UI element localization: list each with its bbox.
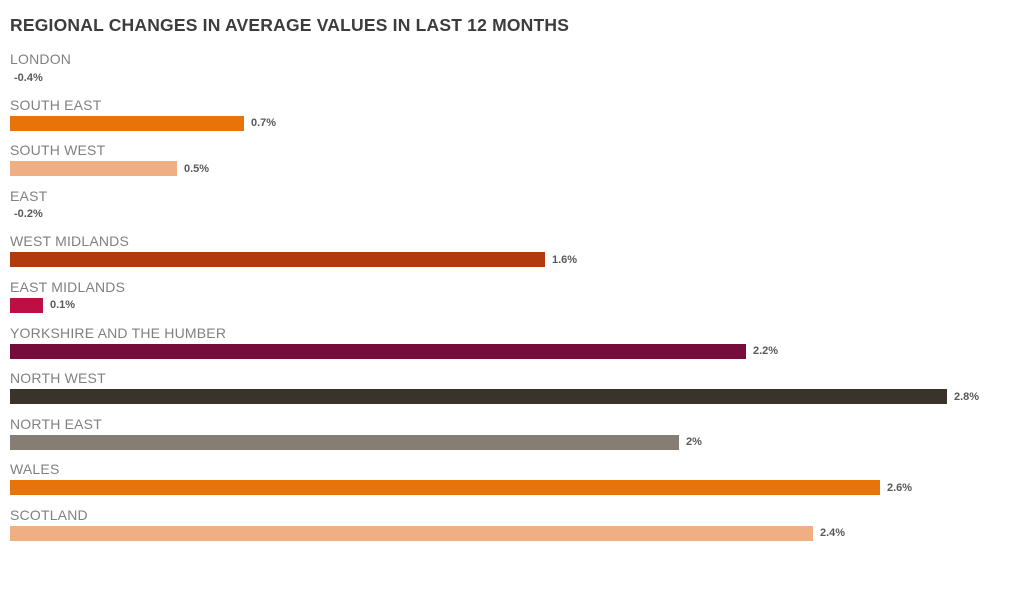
chart-row: NORTH EAST 2% bbox=[10, 416, 1024, 462]
bar-line: -0.4% bbox=[10, 70, 1024, 85]
chart-row: YORKSHIRE AND THE HUMBER 2.2% bbox=[10, 325, 1024, 371]
chart-row: SOUTH EAST 0.7% bbox=[10, 97, 1024, 143]
value-bar bbox=[10, 252, 545, 268]
value-label: 2.4% bbox=[820, 527, 846, 540]
chart-row: EAST -0.2% bbox=[10, 188, 1024, 234]
value-label: 2.8% bbox=[954, 390, 980, 403]
bar-line: 2% bbox=[10, 434, 1024, 450]
region-label: SOUTH EAST bbox=[10, 96, 102, 113]
chart-row: WEST MIDLANDS 1.6% bbox=[10, 233, 1024, 279]
value-label: -0.4% bbox=[14, 71, 43, 84]
value-bar bbox=[10, 161, 177, 177]
chart-row: WALES 2.6% bbox=[10, 461, 1024, 507]
value-bar bbox=[10, 480, 880, 496]
value-bar bbox=[10, 297, 43, 313]
region-label: SCOTLAND bbox=[10, 506, 88, 523]
value-label: 2.6% bbox=[887, 481, 913, 494]
bar-line: 0.5% bbox=[10, 161, 1024, 177]
region-label: LONDON bbox=[10, 51, 72, 67]
value-label: 0.5% bbox=[184, 162, 210, 175]
bar-rows: LONDON -0.4% SOUTH EAST 0.7% SOUTH WEST 0.5% E… bbox=[10, 51, 1024, 553]
bar-line: 2.2% bbox=[10, 343, 1024, 359]
value-label: -0.2% bbox=[14, 208, 43, 221]
bar-line: 1.6% bbox=[10, 252, 1024, 268]
bar-line: 2.6% bbox=[10, 480, 1024, 496]
value-label: 1.6% bbox=[552, 253, 578, 266]
bar-line: 2.4% bbox=[10, 525, 1024, 541]
chart-row: SOUTH WEST 0.5% bbox=[10, 142, 1024, 188]
region-label: EAST MIDLANDS bbox=[10, 278, 126, 295]
region-label: NORTH EAST bbox=[10, 415, 102, 432]
region-label: WEST MIDLANDS bbox=[10, 233, 130, 250]
value-bar bbox=[10, 525, 813, 541]
value-label: 2% bbox=[686, 436, 702, 449]
bar-line: -0.2% bbox=[10, 207, 1024, 222]
value-label: 2.2% bbox=[753, 345, 779, 358]
value-label: 0.1% bbox=[50, 299, 76, 312]
chart-row: EAST MIDLANDS 0.1% bbox=[10, 279, 1024, 325]
value-bar bbox=[10, 115, 244, 131]
chart-row: SCOTLAND 2.4% bbox=[10, 507, 1024, 553]
value-bar bbox=[10, 343, 746, 359]
region-label: SOUTH WEST bbox=[10, 142, 106, 159]
value-bar bbox=[10, 389, 947, 405]
bar-line: 2.8% bbox=[10, 389, 1024, 405]
chart-row: LONDON -0.4% bbox=[10, 51, 1024, 97]
region-label: WALES bbox=[10, 461, 60, 478]
value-label: 0.7% bbox=[251, 117, 277, 130]
region-label: EAST bbox=[10, 187, 48, 204]
region-label: YORKSHIRE AND THE HUMBER bbox=[10, 324, 227, 341]
region-label: NORTH WEST bbox=[10, 370, 106, 387]
bar-line: 0.7% bbox=[10, 115, 1024, 131]
value-bar bbox=[10, 434, 679, 450]
bar-line: 0.1% bbox=[10, 297, 1024, 313]
chart-title: REGIONAL CHANGES IN AVERAGE VALUES IN LA… bbox=[10, 15, 570, 35]
chart-row: NORTH WEST 2.8% bbox=[10, 370, 1024, 416]
